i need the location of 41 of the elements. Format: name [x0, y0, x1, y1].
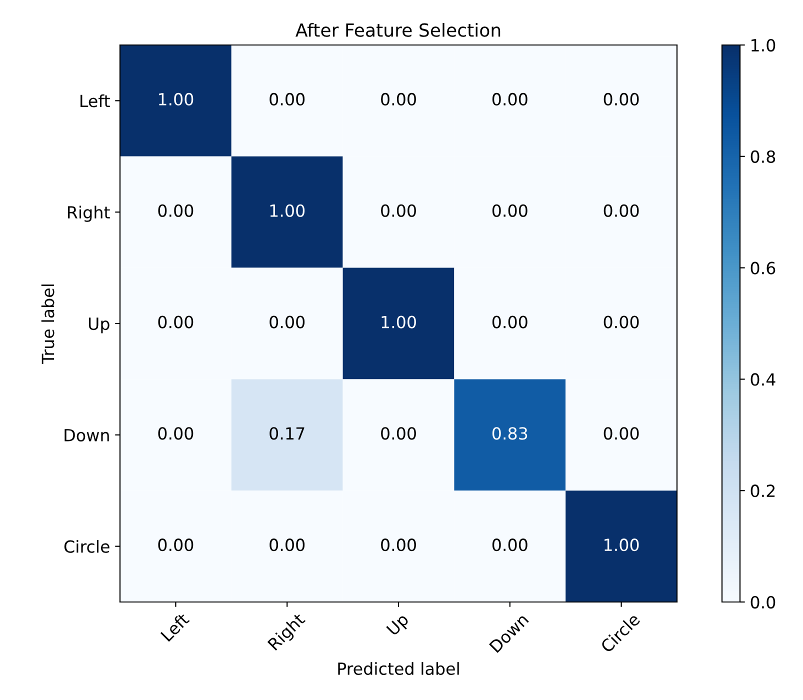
color-bar-label: 0.6 [750, 262, 776, 274]
y-tick-label: Circle [64, 540, 110, 553]
data-label: 0.00 [381, 427, 416, 440]
data-label: 0.00 [158, 316, 194, 328]
data-label: 0.00 [604, 316, 639, 328]
data-label: 0.00 [381, 92, 416, 106]
color-bar-label: 0.8 [750, 150, 776, 163]
data-label: 0.00 [492, 92, 528, 106]
data-label: 0.00 [381, 204, 416, 217]
color-bar-label: 1.0 [752, 38, 776, 52]
x-tick-label: Left [160, 612, 190, 642]
y-tick-label: Up [88, 318, 110, 334]
data-label: 0.00 [158, 538, 194, 552]
x-axis-title: Predicted label [338, 662, 459, 675]
data-label: 0.00 [158, 427, 194, 440]
color-bar-label: 0.0 [750, 596, 776, 609]
x-tick-label: Up [386, 612, 412, 638]
data-label: 1.00 [158, 92, 194, 106]
color-bar-label: 0.2 [750, 484, 775, 498]
data-label: 0.00 [270, 316, 305, 328]
data-label: 0.00 [270, 538, 305, 552]
y-tick-label: Left [80, 94, 110, 108]
data-label: 0.00 [158, 204, 194, 217]
data-label: 0.00 [492, 316, 528, 328]
chart-title: After Feature Selection [296, 22, 500, 37]
data-label: 0.00 [604, 204, 639, 217]
data-label: 0.00 [604, 427, 639, 440]
data-label: 0.83 [492, 427, 528, 440]
data-label: 0.00 [604, 92, 639, 106]
data-label: 1.00 [270, 204, 305, 217]
data-label: 0.00 [492, 204, 528, 217]
y-tick-label: Right [68, 206, 110, 222]
data-label: 1.00 [604, 538, 639, 552]
data-label: 0.00 [381, 538, 416, 552]
y-tick-label: Down [64, 429, 109, 442]
y-axis-title: True label [41, 284, 54, 364]
color-bar-label: 0.4 [750, 373, 776, 386]
data-label: 1.00 [382, 316, 416, 328]
data-label: 0.00 [492, 538, 528, 552]
data-label: 0.00 [270, 92, 305, 106]
data-label: 0.17 [270, 427, 304, 440]
